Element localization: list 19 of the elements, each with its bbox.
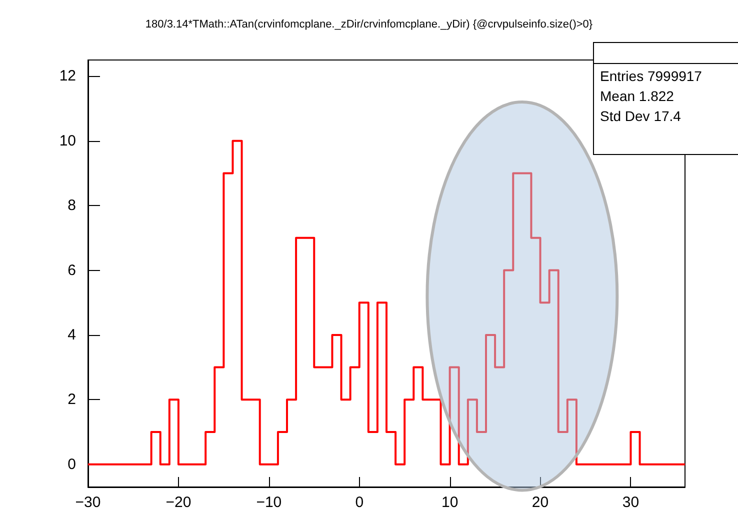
x-tick-label: −30: [75, 494, 101, 511]
y-tick-label: 6: [68, 262, 76, 279]
x-tick-label: −20: [166, 494, 192, 511]
x-tick-label: 30: [622, 494, 640, 511]
annotation: Std Dev 17.4: [599, 107, 682, 124]
chart-title: 180/3.14*TMath::ATan(crvinfomcplane._zDir/crvinfomcplane._yDir) {@crvpulseinfo.size()>0}: [145, 18, 593, 30]
x-tick-label: −10: [256, 494, 282, 511]
y-tick-label: 2: [68, 391, 76, 408]
annotation: Mean 1.822: [599, 87, 675, 104]
x-tick-label: 10: [441, 494, 458, 511]
y-tick-label: 12: [59, 68, 76, 85]
y-tick-label: 8: [68, 197, 76, 214]
y-tick-label: 0: [68, 456, 76, 473]
stats-box: Entries 7999917 Mean 1.822 Std Dev 17.4: [593, 42, 738, 155]
y-tick-label: 4: [68, 326, 76, 344]
x-tick-label: 0: [355, 494, 364, 511]
annotation: Entries 7999917: [599, 67, 703, 84]
y-tick-label: 10: [59, 132, 76, 150]
x-tick-label: 20: [532, 494, 549, 511]
